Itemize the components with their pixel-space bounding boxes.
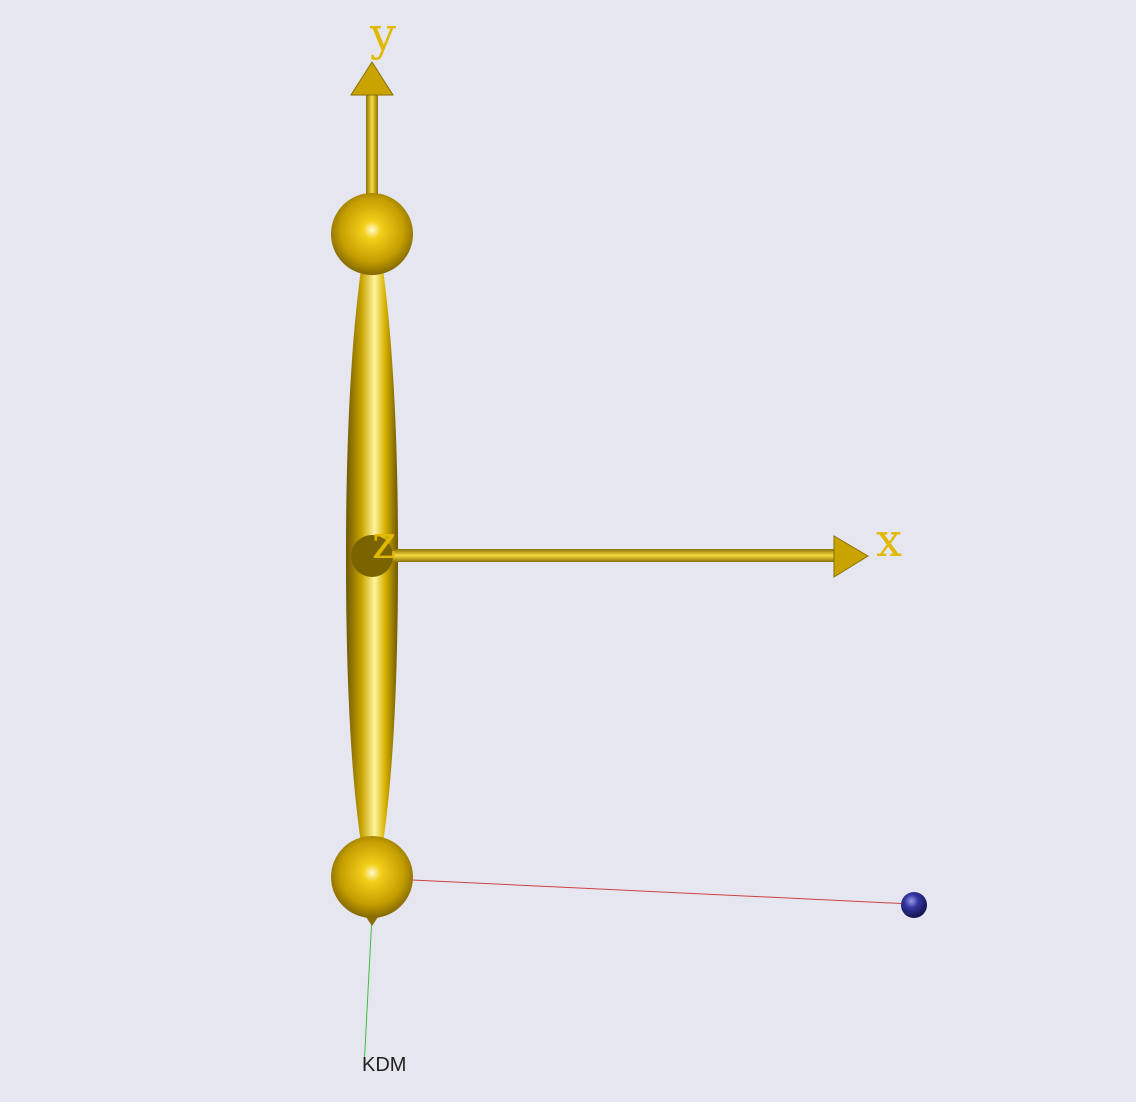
x-axis-arrowhead bbox=[833, 535, 869, 578]
x-axis-shaft bbox=[390, 549, 838, 562]
top-sphere[interactable] bbox=[331, 193, 413, 275]
red-connector-line bbox=[411, 879, 913, 905]
z-axis-end bbox=[351, 535, 393, 577]
kdm-label: KDM bbox=[362, 1054, 406, 1076]
z-axis-label: z bbox=[372, 515, 396, 569]
y-axis-arrowhead bbox=[350, 61, 394, 96]
bottom-sphere[interactable] bbox=[331, 836, 413, 918]
green-connector-line bbox=[363, 914, 373, 1069]
x-axis-label: x bbox=[876, 513, 902, 567]
blue-sphere[interactable] bbox=[901, 892, 927, 918]
y-axis-label: y bbox=[369, 7, 396, 61]
